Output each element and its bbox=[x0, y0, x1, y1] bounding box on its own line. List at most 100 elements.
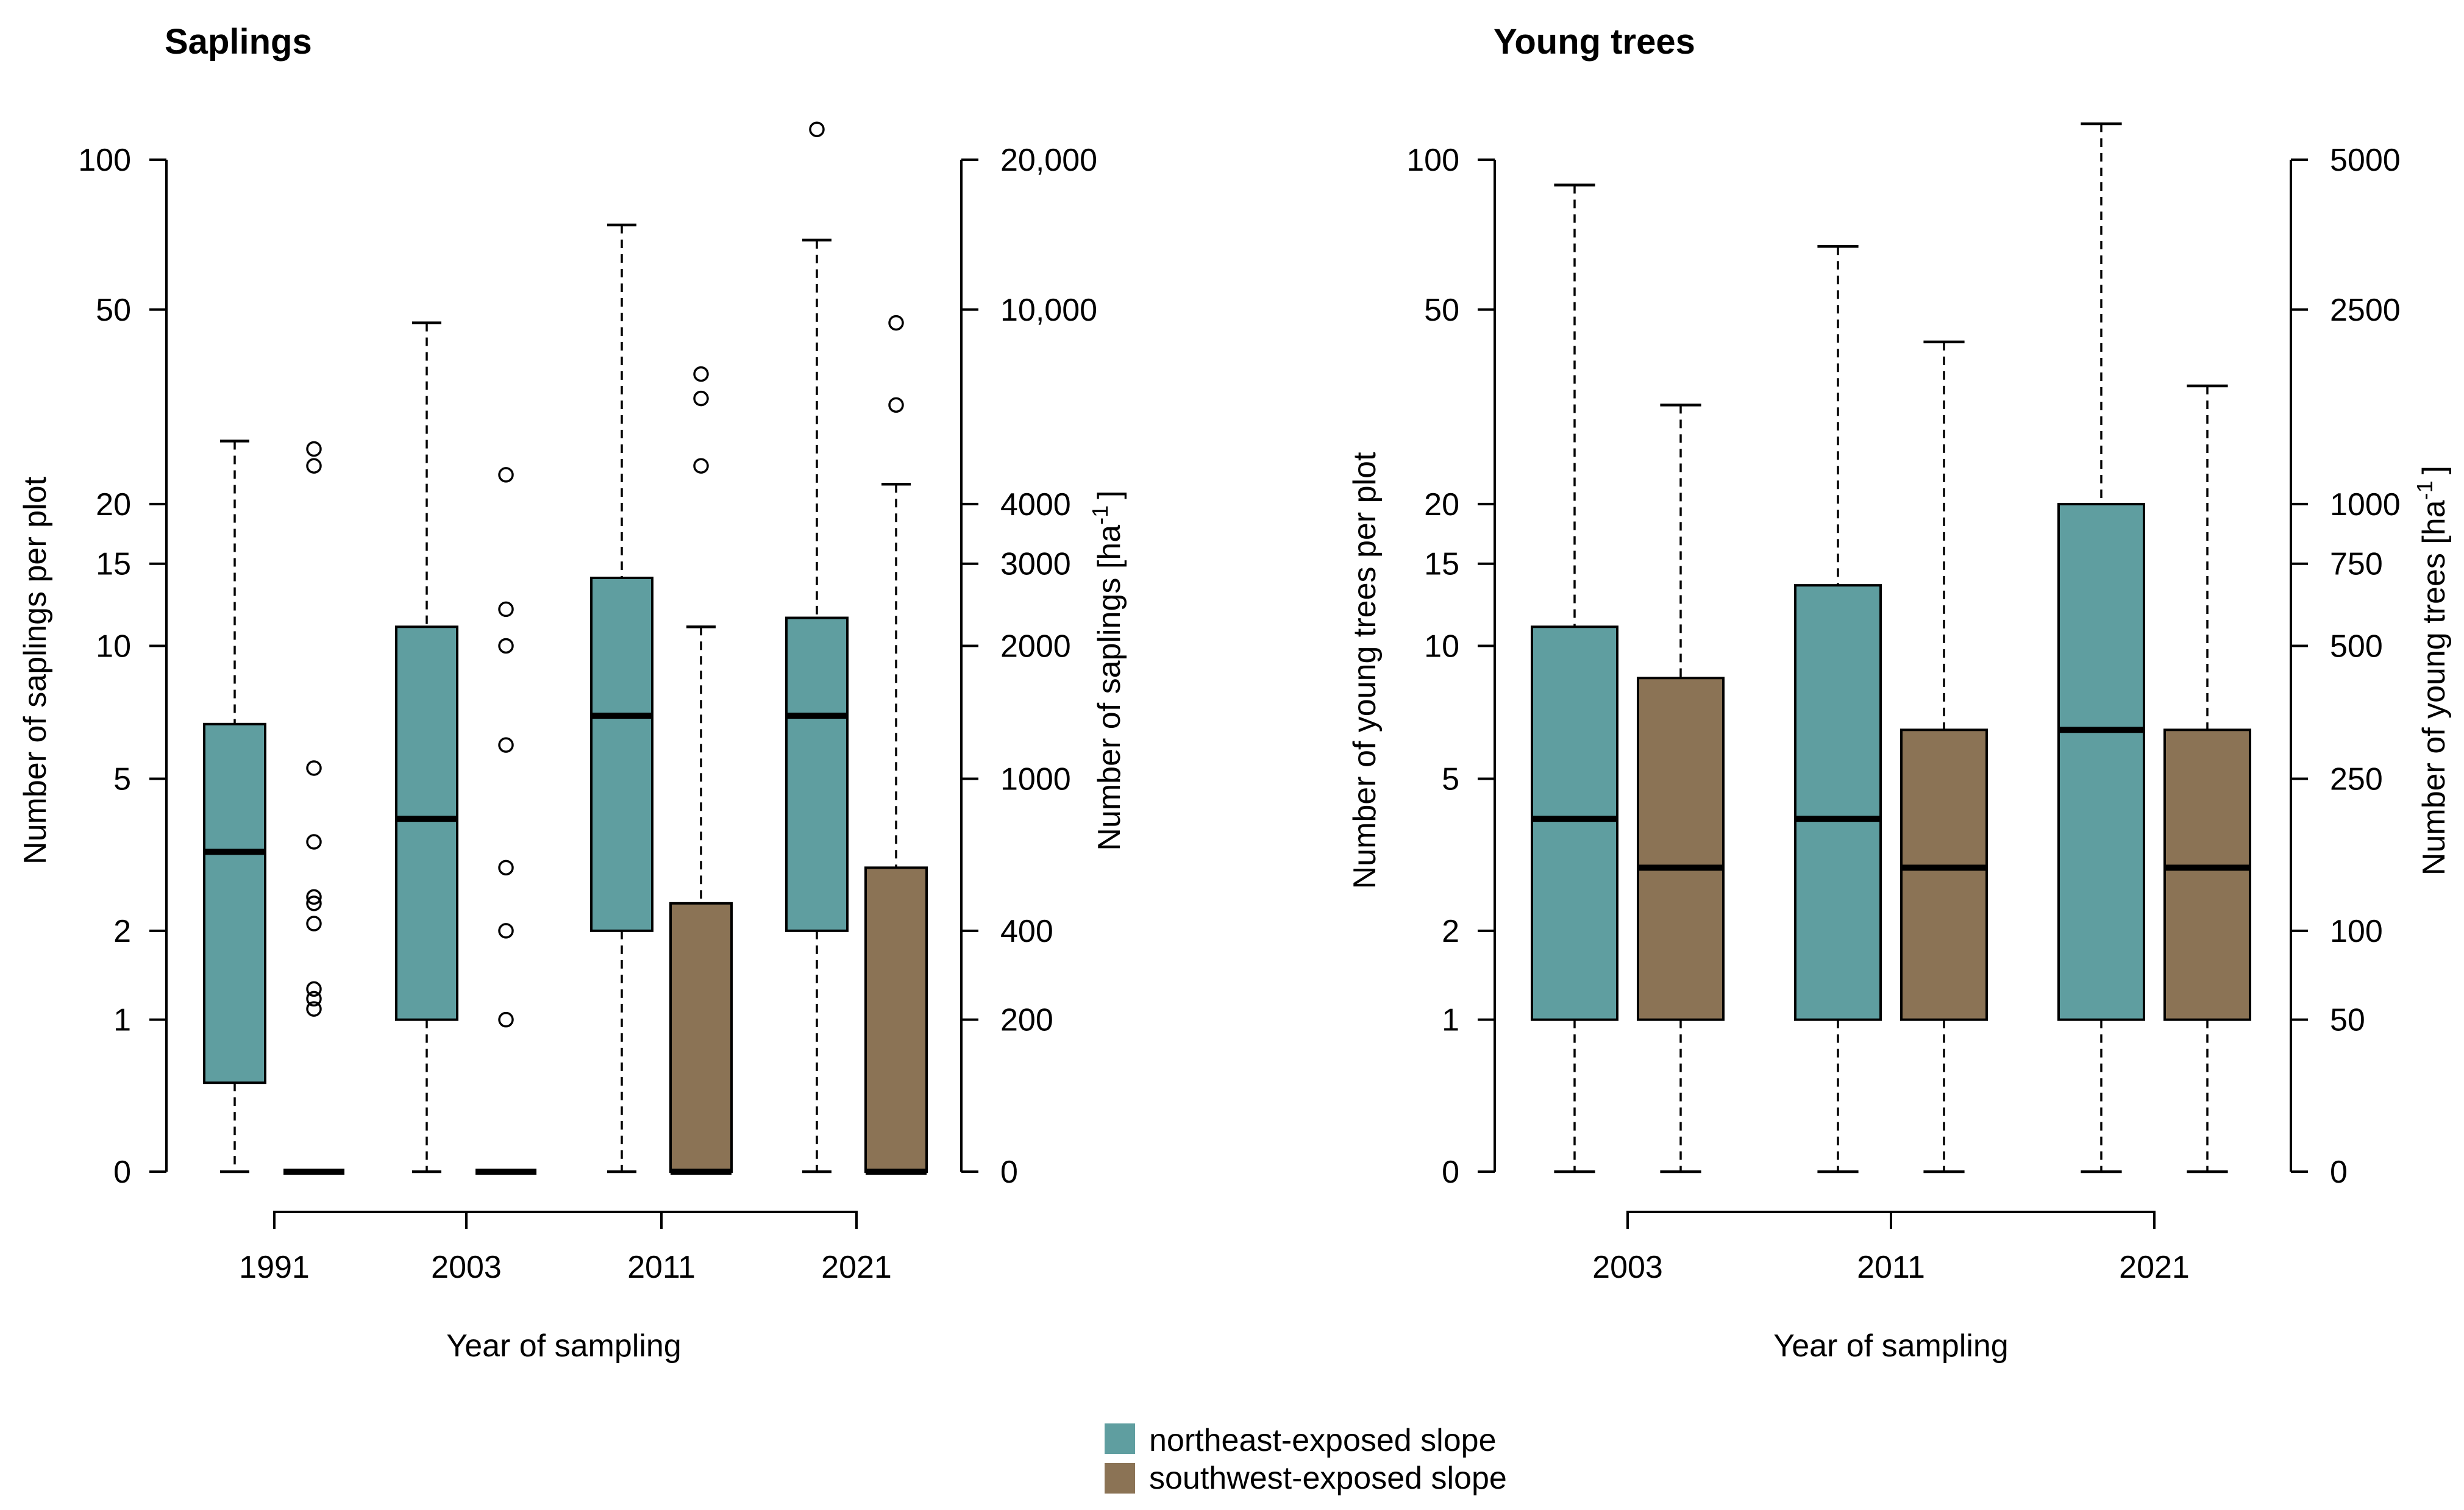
saplings-box bbox=[669, 902, 733, 1173]
young-trees-marks: 0125101520501000501002505007501000250050… bbox=[1406, 122, 2401, 1285]
saplings-outlier bbox=[888, 397, 904, 413]
young-trees-right-tick-label: 1000 bbox=[2330, 487, 2401, 522]
young-trees-right-tick-label: 2500 bbox=[2330, 293, 2401, 328]
saplings-outlier bbox=[306, 458, 322, 474]
saplings-outlier bbox=[306, 1001, 322, 1017]
saplings-outlier bbox=[498, 467, 514, 483]
young-trees-box bbox=[1900, 728, 1988, 1021]
young-trees-box bbox=[2163, 728, 2251, 1021]
legend-label-northeast: northeast-exposed slope bbox=[1149, 1423, 1497, 1458]
saplings-outlier bbox=[306, 760, 322, 776]
young-trees-right-tick-label: 750 bbox=[2330, 547, 2383, 582]
saplings-title: Saplings bbox=[165, 22, 312, 62]
legend: northeast-exposed slope southwest-expose… bbox=[1105, 1423, 1507, 1496]
young-trees-left-tick-label: 50 bbox=[1424, 293, 1459, 328]
young-trees-left-tick-label: 1 bbox=[1442, 1003, 1459, 1038]
young-trees-left-tick-label: 0 bbox=[1442, 1155, 1459, 1190]
saplings-x-tick-label: 1991 bbox=[239, 1250, 310, 1285]
young-trees-right-axis-label: Number of young trees [ha-1] bbox=[2412, 466, 2452, 875]
saplings-outlier bbox=[809, 121, 825, 137]
saplings-right-tick-label: 4000 bbox=[1000, 487, 1071, 522]
saplings-outlier bbox=[498, 923, 514, 939]
saplings-panel: Saplings Number of saplings per plot Num… bbox=[18, 22, 1127, 1364]
young-trees-right-tick-label: 250 bbox=[2330, 762, 2383, 797]
young-trees-panel: Young trees Number of young trees per pl… bbox=[1347, 22, 2452, 1364]
saplings-outlier bbox=[306, 896, 322, 911]
young-trees-right-tick-label: 500 bbox=[2330, 629, 2383, 664]
young-trees-left-axis-label: Number of young trees per plot bbox=[1347, 452, 1383, 889]
saplings-right-axis-label: Number of saplings [ha-1] bbox=[1088, 490, 1128, 850]
saplings-right-tick-label: 2000 bbox=[1000, 629, 1071, 664]
young-trees-right-tick-label: 100 bbox=[2330, 914, 2383, 949]
saplings-box bbox=[864, 866, 928, 1173]
saplings-box bbox=[203, 722, 266, 1084]
saplings-outlier bbox=[306, 834, 322, 850]
young-trees-box bbox=[1794, 584, 1882, 1021]
saplings-outlier bbox=[498, 601, 514, 618]
young-trees-left-tick-label: 2 bbox=[1442, 914, 1459, 949]
young-trees-box bbox=[2057, 502, 2145, 1021]
saplings-outlier bbox=[306, 916, 322, 931]
young-trees-x-tick-label: 2021 bbox=[2119, 1250, 2190, 1285]
saplings-left-tick-label: 2 bbox=[113, 914, 131, 949]
young-trees-right-axis-label-close: ] bbox=[2416, 466, 2452, 474]
saplings-outlier bbox=[498, 1011, 514, 1028]
saplings-right-tick-label: 1000 bbox=[1000, 762, 1071, 797]
saplings-outlier bbox=[306, 889, 322, 905]
saplings-outlier bbox=[498, 638, 514, 654]
saplings-left-tick-label: 1 bbox=[113, 1003, 131, 1038]
saplings-marks: 0125101520501000200400100020003000400010… bbox=[78, 121, 1097, 1285]
young-trees-box bbox=[1531, 625, 1618, 1021]
young-trees-x-tick-label: 2003 bbox=[1592, 1250, 1663, 1285]
saplings-outlier bbox=[693, 366, 709, 382]
saplings-outlier bbox=[498, 860, 514, 876]
young-trees-right-tick-label: 50 bbox=[2330, 1003, 2365, 1038]
saplings-left-axis-label: Number of saplings per plot bbox=[18, 477, 53, 864]
saplings-left-tick-label: 15 bbox=[96, 547, 131, 582]
saplings-outlier bbox=[306, 981, 322, 997]
saplings-outlier bbox=[498, 737, 514, 753]
young-trees-box bbox=[1637, 677, 1725, 1021]
young-trees-left-tick-label: 10 bbox=[1424, 629, 1459, 664]
saplings-right-tick-label: 20,000 bbox=[1000, 143, 1097, 178]
young-trees-right-axis-label-sup: -1 bbox=[2412, 480, 2437, 500]
young-trees-left-tick-label: 5 bbox=[1442, 762, 1459, 797]
saplings-outlier bbox=[306, 991, 322, 1007]
saplings-x-tick-label: 2011 bbox=[627, 1250, 696, 1285]
saplings-box bbox=[590, 576, 653, 932]
saplings-x-tick-label: 2003 bbox=[431, 1250, 502, 1285]
saplings-left-tick-label: 0 bbox=[113, 1155, 131, 1190]
saplings-outlier bbox=[693, 458, 709, 474]
young-trees-x-tick-label: 2011 bbox=[1857, 1250, 1925, 1285]
saplings-outlier bbox=[888, 315, 904, 331]
saplings-left-tick-label: 50 bbox=[96, 293, 131, 328]
saplings-box bbox=[785, 616, 849, 932]
young-trees-right-axis-label-main: Number of young trees [ha bbox=[2416, 500, 2452, 875]
young-trees-left-tick-label: 100 bbox=[1406, 143, 1459, 178]
saplings-right-tick-label: 200 bbox=[1000, 1003, 1053, 1038]
young-trees-right-tick-label: 0 bbox=[2330, 1155, 2348, 1190]
saplings-left-tick-label: 20 bbox=[96, 487, 131, 522]
saplings-right-tick-label: 0 bbox=[1000, 1155, 1018, 1190]
saplings-right-axis-label-close: ] bbox=[1092, 490, 1127, 499]
saplings-outlier bbox=[693, 390, 709, 407]
saplings-right-axis-label-sup: -1 bbox=[1088, 505, 1113, 525]
saplings-right-tick-label: 10,000 bbox=[1000, 293, 1097, 328]
saplings-x-tick-label: 2021 bbox=[821, 1250, 892, 1285]
young-trees-left-tick-label: 20 bbox=[1424, 487, 1459, 522]
saplings-box bbox=[395, 625, 458, 1021]
young-trees-title: Young trees bbox=[1494, 22, 1695, 62]
saplings-right-axis-label-main: Number of saplings [ha bbox=[1092, 525, 1127, 851]
legend-swatch-northeast bbox=[1105, 1423, 1135, 1454]
saplings-x-axis-label: Year of sampling bbox=[446, 1328, 681, 1364]
legend-label-southwest: southwest-exposed slope bbox=[1149, 1461, 1507, 1496]
young-trees-right-tick-label: 5000 bbox=[2330, 143, 2401, 178]
young-trees-left-tick-label: 15 bbox=[1424, 547, 1459, 582]
saplings-left-tick-label: 10 bbox=[96, 629, 131, 664]
saplings-outlier bbox=[306, 441, 322, 457]
young-trees-x-axis-label: Year of sampling bbox=[1773, 1328, 2008, 1364]
saplings-right-tick-label: 3000 bbox=[1000, 547, 1071, 582]
saplings-left-tick-label: 100 bbox=[78, 143, 131, 178]
legend-swatch-southwest bbox=[1105, 1463, 1135, 1494]
